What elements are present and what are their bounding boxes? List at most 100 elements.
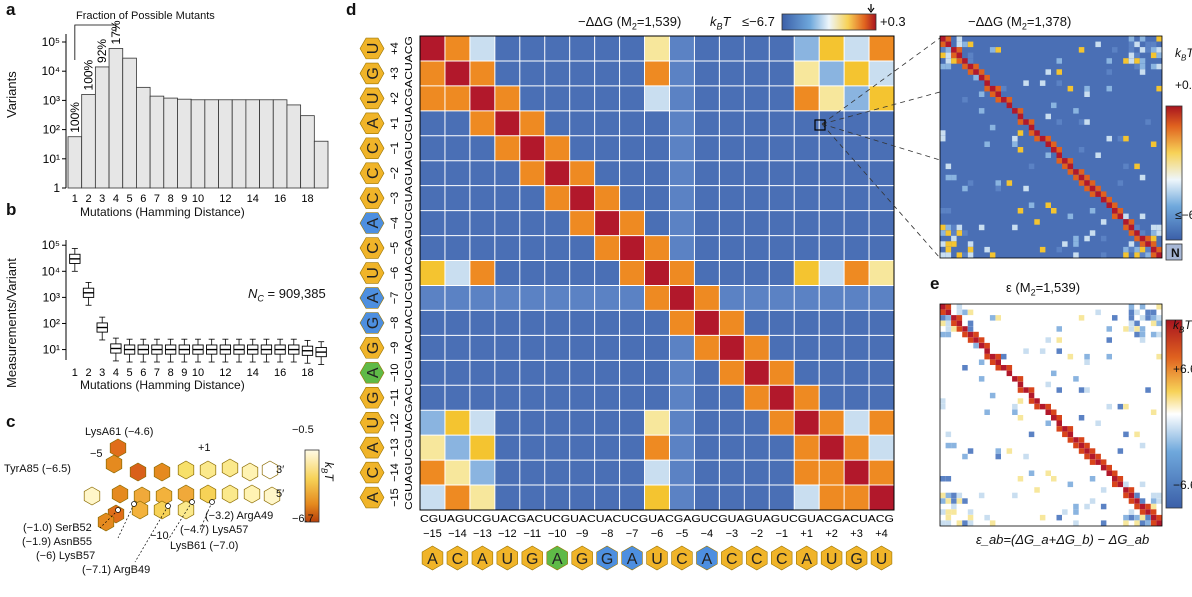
heat-cell (1067, 353, 1074, 360)
heat-cell (978, 91, 985, 97)
heat-cell (769, 310, 795, 336)
heat-cell (951, 58, 957, 64)
heat-cell (1023, 387, 1029, 393)
dzoom-title: −ΔΔG (M2=1,378) (968, 14, 1072, 32)
heat-cell (1017, 376, 1024, 382)
heat-cell (967, 58, 974, 64)
heat-cell (1100, 520, 1107, 526)
heat-cell (444, 110, 470, 136)
heat-cell (844, 360, 869, 386)
base-hex-bottom (746, 545, 768, 571)
heat-cell (794, 460, 820, 485)
heat-cell (420, 285, 445, 311)
base-letter-left: A (365, 492, 382, 503)
dzoom-cb-unit: kBT (1175, 46, 1192, 63)
b-xtick-label: 10 (192, 367, 204, 379)
residue-tyra85: TyrA85 (−6.5) (4, 463, 71, 475)
heat-cell (444, 460, 470, 485)
heat-cell (694, 385, 720, 411)
d-ypos-label: −10 (389, 363, 401, 382)
pos-minus5: −5 (90, 448, 103, 460)
heat-cell (869, 285, 894, 311)
heat-cell (644, 185, 670, 211)
heat-cell (1078, 180, 1085, 186)
base-letter-left: G (365, 317, 382, 329)
heat-cell (995, 315, 1001, 321)
heat-cell (1067, 213, 1074, 220)
heat-cell (619, 185, 645, 211)
nucleotide-hex (129, 462, 147, 482)
heat-cell (1039, 135, 1046, 142)
heat-cell (951, 503, 957, 510)
base-letter-bottom: C (676, 551, 688, 568)
heat-cell (1100, 487, 1107, 493)
heat-cell (819, 210, 845, 236)
heat-cell (819, 60, 845, 86)
base-letter-bottom: G (601, 551, 613, 568)
heat-cell (769, 485, 795, 510)
heat-cell (569, 360, 595, 386)
b-xtick-label: 5 (127, 367, 133, 379)
heat-cell (1123, 492, 1129, 499)
base-hex-bottom (870, 545, 893, 571)
heat-cell (1150, 320, 1157, 327)
heat-cell (989, 392, 996, 399)
heat-cell (951, 326, 957, 332)
heat-cell (869, 485, 894, 510)
base-hex-left (359, 411, 385, 434)
heat-cell (1067, 163, 1074, 170)
heat-cell (420, 210, 445, 236)
heat-cell (1045, 470, 1051, 476)
heat-cell (1139, 213, 1146, 220)
heat-cell (769, 85, 795, 111)
heat-cell (769, 210, 795, 236)
base-hex-left (359, 112, 385, 135)
heat-cell (962, 498, 968, 504)
heat-cell (995, 97, 1001, 103)
heat-cell (544, 235, 570, 261)
base-letter-left: C (365, 142, 382, 154)
heat-cell (769, 410, 795, 436)
heat-cell (494, 260, 520, 286)
heat-cell (1112, 47, 1118, 53)
heat-cell (544, 260, 570, 286)
heat-cell (1084, 235, 1090, 242)
base-hex-bottom (820, 545, 843, 571)
heat-cell (1034, 403, 1040, 410)
heat-cell (1073, 376, 1079, 382)
heat-cell (694, 160, 720, 186)
heat-cell (669, 485, 695, 510)
heat-cell (869, 260, 894, 286)
heat-cell (967, 252, 974, 258)
base-hex-bottom (446, 545, 469, 571)
heat-cell (1156, 85, 1162, 92)
heat-cell (1150, 230, 1157, 236)
heat-cell (945, 174, 952, 181)
heat-cell (945, 47, 952, 53)
heat-cell (1089, 453, 1096, 460)
heat-cell (444, 235, 470, 261)
heat-cell (744, 435, 770, 461)
heat-cell (669, 135, 695, 161)
heat-cell (619, 110, 645, 136)
heat-cell (569, 385, 595, 411)
heat-cell (978, 376, 985, 382)
heat-cell (940, 224, 946, 231)
heat-cell (1106, 470, 1112, 476)
heat-cell (420, 110, 445, 136)
heat-cell (967, 63, 974, 70)
heat-cell (1045, 337, 1051, 343)
d-ypos-label: −7 (389, 292, 401, 305)
base-hex-left (359, 212, 385, 234)
heat-cell (469, 435, 495, 461)
heat-cell (956, 309, 963, 316)
heat-cell (973, 63, 979, 70)
heat-cell (1067, 437, 1074, 443)
a-pct-label: 17% (109, 20, 123, 44)
panel-e-heatmap (939, 303, 1183, 527)
heatmap-frame (419, 35, 895, 511)
heat-cell (1150, 41, 1157, 48)
heat-cell (1139, 337, 1146, 343)
heat-cell (1028, 392, 1035, 399)
a-ytick-label: 10³ (43, 93, 60, 107)
